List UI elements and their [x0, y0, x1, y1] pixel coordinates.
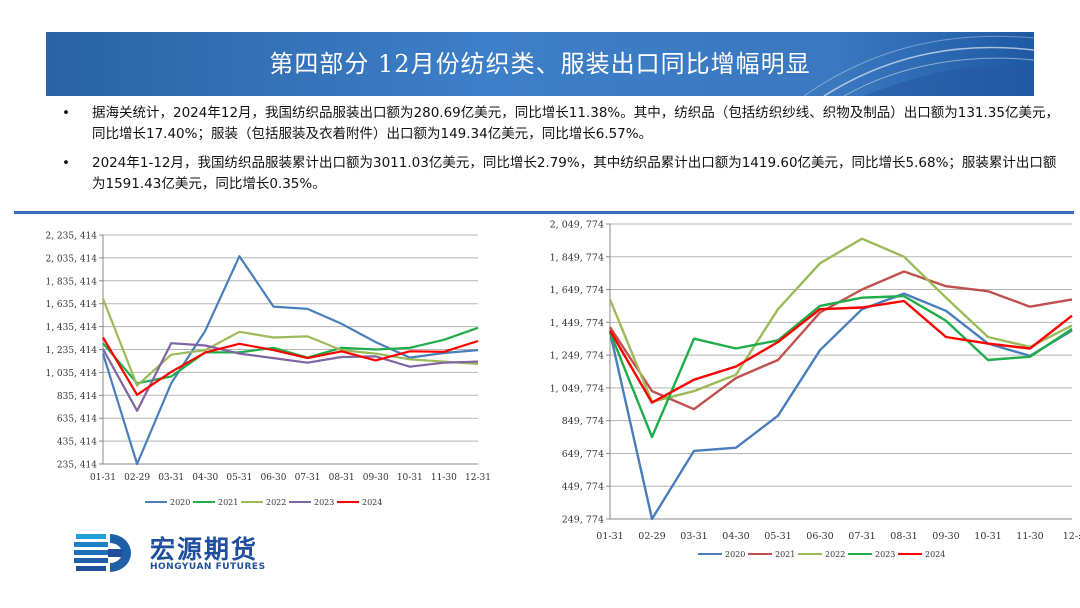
legend-label-2022: 2022	[825, 550, 845, 559]
y-tick-label: 1, 049, 774	[550, 383, 604, 394]
logo-emblem-icon	[74, 534, 132, 572]
logo-name-cn: 宏源期货	[150, 535, 259, 564]
decorative-wave	[804, 35, 1034, 96]
legend-label-2024: 2024	[925, 550, 945, 559]
y-tick-label: 1, 035, 414	[45, 369, 97, 379]
legend-label-2024: 2024	[362, 498, 382, 507]
chart-monthly-export-right: 249, 774 449, 774 649, 774 849, 774 1, 049, …	[550, 220, 1080, 560]
company-logo: 宏源期货 HONGYUAN FUTURES	[74, 530, 314, 576]
series-line-2023	[102, 342, 479, 412]
y-tick-label: 1, 649, 774	[550, 285, 604, 296]
x-tick-label: 08-31	[890, 531, 917, 542]
x-tick-label: 10-31	[974, 531, 1001, 542]
x-tick-label: 07-31	[848, 531, 875, 542]
legend-label-2023: 2023	[875, 550, 895, 559]
x-tick-label: 01-31	[90, 473, 116, 483]
y-tick-label: 2, 235, 414	[45, 232, 97, 242]
bullet-text: 据海关统计，2024年12月，我国纺织品服装出口额为280.69亿美元，同比增长…	[92, 105, 1059, 142]
x-tick-label: 05-31	[226, 473, 252, 483]
y-tick-label: 249, 774	[562, 515, 604, 526]
y-tick-label: 435, 414	[57, 438, 97, 448]
series-line-2021	[102, 326, 479, 385]
x-tick-label: 04-30	[192, 473, 218, 483]
y-tick-label: 235, 414	[57, 461, 97, 471]
x-tick-label: 08-31	[329, 473, 355, 483]
legend-label-2021: 2021	[218, 498, 238, 507]
series-line-2020	[608, 292, 1073, 521]
x-tick-label: 05-31	[764, 531, 791, 542]
x-tick-label: 11-30	[1016, 531, 1043, 542]
series-line-2023	[608, 294, 1073, 439]
legend-label-2020: 2020	[170, 498, 190, 507]
x-tick-label: 12-31	[465, 473, 491, 483]
x-tick-label: 04-30	[722, 531, 749, 542]
y-tick-label: 2, 035, 414	[45, 254, 97, 264]
bullet-item: • 2024年1-12月，我国纺织品服装累计出口额为3011.03亿美元，同比增…	[62, 153, 1062, 195]
x-tick-label: 09-30	[932, 531, 959, 542]
x-tick-label: 02-29	[124, 473, 150, 483]
legend-label-2020: 2020	[725, 550, 745, 559]
y-tick-label: 835, 414	[57, 392, 97, 402]
y-tick-label: 1, 835, 414	[45, 277, 97, 287]
y-tick-label: 849, 774	[562, 416, 604, 427]
y-tick-label: 635, 414	[57, 415, 97, 425]
bullet-text: 2024年1-12月，我国纺织品服装累计出口额为3011.03亿美元，同比增长2…	[92, 155, 1057, 192]
y-tick-label: 1, 449, 774	[550, 318, 604, 329]
logo-name-en: HONGYUAN FUTURES	[150, 562, 266, 572]
series-line-2024	[102, 336, 479, 396]
legend-label-2022: 2022	[266, 498, 286, 507]
x-tick-label: 03-31	[158, 473, 184, 483]
x-tick-label: 01-31	[596, 531, 623, 542]
y-tick-label: 1, 635, 414	[45, 300, 97, 310]
bullet-marker: •	[62, 155, 70, 171]
x-tick-label: 11-30	[431, 473, 457, 483]
page-title: 第四部分 12月份纺织类、服装出口同比增幅明显	[269, 50, 811, 78]
y-tick-label: 1, 435, 414	[45, 323, 97, 333]
series-line-2022	[608, 237, 1073, 404]
x-tick-label: 03-31	[680, 531, 707, 542]
y-tick-label: 449, 774	[562, 482, 604, 493]
y-tick-label: 1, 849, 774	[550, 252, 604, 263]
legend-label-2021: 2021	[775, 550, 795, 559]
x-tick-label: 06-30	[806, 531, 833, 542]
x-tick-label: 12-:	[1063, 531, 1080, 542]
title-bar: 第四部分 12月份纺织类、服装出口同比增幅明显	[46, 32, 1034, 96]
series-line-2022	[101, 298, 479, 387]
bullet-item: • 据海关统计，2024年12月，我国纺织品服装出口额为280.69亿美元，同比…	[62, 103, 1062, 145]
y-tick-label: 1, 249, 774	[550, 351, 604, 362]
x-tick-label: 06-30	[260, 473, 286, 483]
x-tick-label: 02-29	[638, 531, 665, 542]
bullet-marker: •	[62, 105, 70, 121]
chart-monthly-export-left: 235, 414 435, 414 635, 414 835, 414 1, 035, …	[45, 232, 491, 508]
y-tick-label: 1, 235, 414	[45, 346, 97, 356]
section-divider	[14, 211, 1074, 214]
summary-bullets: • 据海关统计，2024年12月，我国纺织品服装出口额为280.69亿美元，同比…	[62, 103, 1062, 203]
legend-label-2023: 2023	[314, 498, 334, 507]
y-tick-label: 649, 774	[562, 449, 604, 460]
series-line-2024	[608, 299, 1073, 404]
x-tick-label: 07-31	[295, 473, 321, 483]
series-line-2020	[101, 255, 479, 466]
y-tick-label: 2, 049, 774	[550, 220, 604, 231]
x-tick-label: 10-31	[397, 473, 423, 483]
x-tick-label: 09-30	[363, 473, 389, 483]
